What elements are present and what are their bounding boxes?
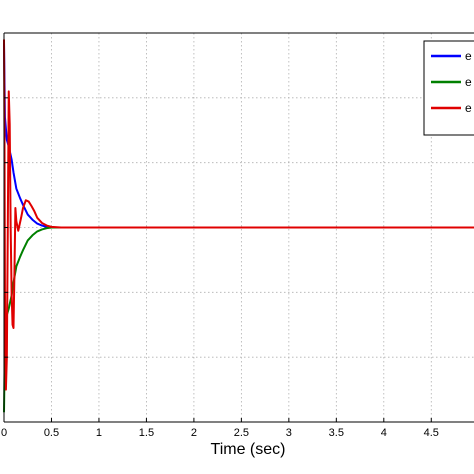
x-tick-label: 0 <box>1 427 7 439</box>
legend: eee <box>423 40 474 136</box>
x-tick-label: 4 <box>381 427 387 439</box>
x-tick-label: 1 <box>96 427 102 439</box>
x-tick-label: 3.5 <box>329 427 344 439</box>
x-tick-label: 3 <box>286 427 292 439</box>
x-ticks: 0 0.5 1 1.5 2 2.5 3 3.5 4 4.5 <box>1 32 439 439</box>
x-tick-label: 2.5 <box>234 427 249 439</box>
legend-label: e <box>465 49 472 63</box>
x-axis-label: Time (sec) <box>211 441 286 458</box>
x-tick-label: 0.5 <box>44 427 59 439</box>
x-tick-label: 2 <box>191 427 197 439</box>
legend-label: e <box>465 75 472 89</box>
x-tick-label: 4.5 <box>424 427 439 439</box>
x-tick-label: 1.5 <box>139 427 154 439</box>
legend-label: e <box>465 101 472 115</box>
